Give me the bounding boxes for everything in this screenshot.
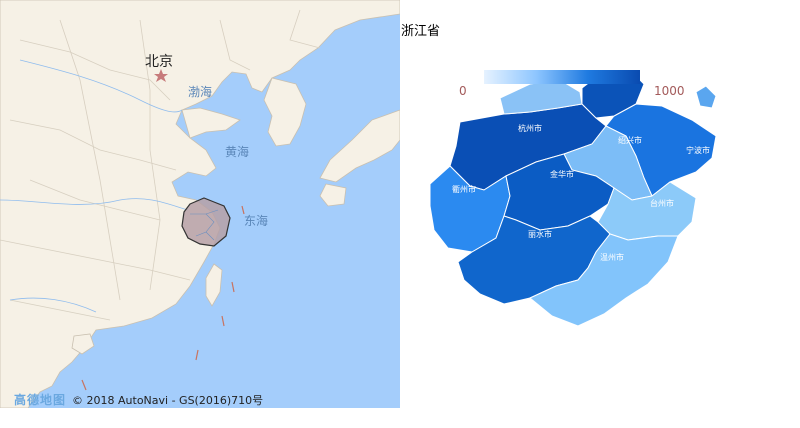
visual-map-min-label: 0 [459,84,467,98]
east-sea-label: 东海 [244,214,269,228]
chart-title: 浙江省 [401,24,441,39]
city-region-7[interactable] [529,233,679,327]
city-label-5: 台州市 [650,198,674,208]
land-kyushu [319,183,347,207]
city-label-6: 丽水市 [528,229,552,239]
land-taiwan [205,263,223,307]
bohai-label: 渤海 [188,85,213,99]
land-hainan [71,333,95,355]
map-attribution: 高德地图 © 2018 AutoNavi - GS(2016)710号 [14,391,263,408]
city-region-10[interactable] [695,85,717,109]
rivers [0,59,189,313]
beijing-star-icon[interactable] [154,69,168,82]
city-label-1: 宁波市 [686,145,710,155]
copyright-text: © 2018 AutoNavi - GS(2016)710号 [72,393,264,407]
city-label-0: 杭州市 [518,123,542,133]
city-label-3: 衢州市 [452,184,476,194]
land-japan [319,109,400,183]
land-korea [263,77,307,147]
city-label-4: 金华市 [550,169,574,179]
beijing-label: 北京 [145,54,173,70]
visual-map-max-label: 1000 [654,84,685,98]
base-map[interactable]: 北京 渤海 黄海 东海 高德地图 © 2018 AutoNavi - GS(20… [0,0,400,408]
zhejiang-city-borders [190,209,219,241]
zhejiang-outline[interactable] [181,197,231,247]
city-label-2: 绍兴市 [618,135,642,145]
province-borders [0,9,321,321]
land-shandong [181,107,241,139]
city-label-7: 温州市 [600,252,624,262]
amap-logo: 高德地图 [14,393,67,407]
map-canvas [0,0,400,408]
maritime-marks [81,205,245,391]
yellow-sea-label: 黄海 [225,145,250,159]
visual-map-gradient-bar[interactable] [484,70,640,84]
